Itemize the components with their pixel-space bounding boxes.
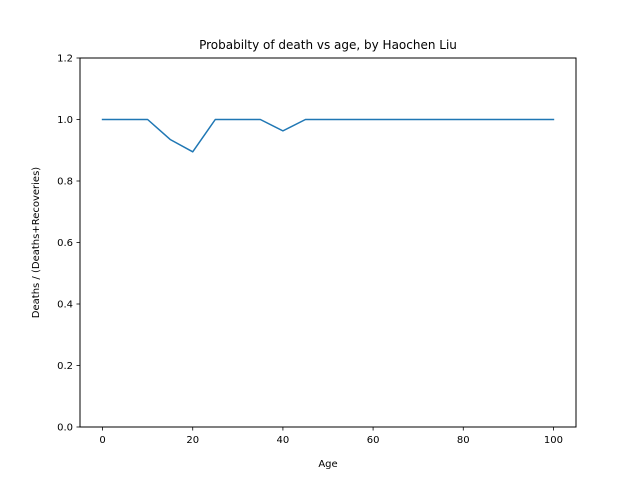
y-tick-label: 0.4 xyxy=(57,300,73,311)
y-tick-label: 0.2 xyxy=(57,361,73,372)
y-tick-label: 0.0 xyxy=(57,423,73,434)
plot-area xyxy=(101,118,555,153)
x-tick-label: 60 xyxy=(367,435,380,446)
x-tick-label: 100 xyxy=(544,435,563,446)
x-tick-label: 0 xyxy=(99,435,105,446)
x-tick-label: 40 xyxy=(277,435,290,446)
y-tick-label: 1.2 xyxy=(57,54,73,65)
chart-title: Probabilty of death vs age, by Haochen L… xyxy=(199,38,457,52)
y-axis-title: Deaths / (Deaths+Recoveries) xyxy=(31,167,42,318)
x-tick-label: 20 xyxy=(186,435,199,446)
y-tick-label: 0.8 xyxy=(57,177,73,188)
x-tick-label: 80 xyxy=(457,435,470,446)
y-tick-label: 1.0 xyxy=(57,115,73,126)
x-axis-title: Age xyxy=(318,459,337,470)
y-tick-label: 0.6 xyxy=(57,238,73,249)
series-line-0 xyxy=(101,118,555,153)
